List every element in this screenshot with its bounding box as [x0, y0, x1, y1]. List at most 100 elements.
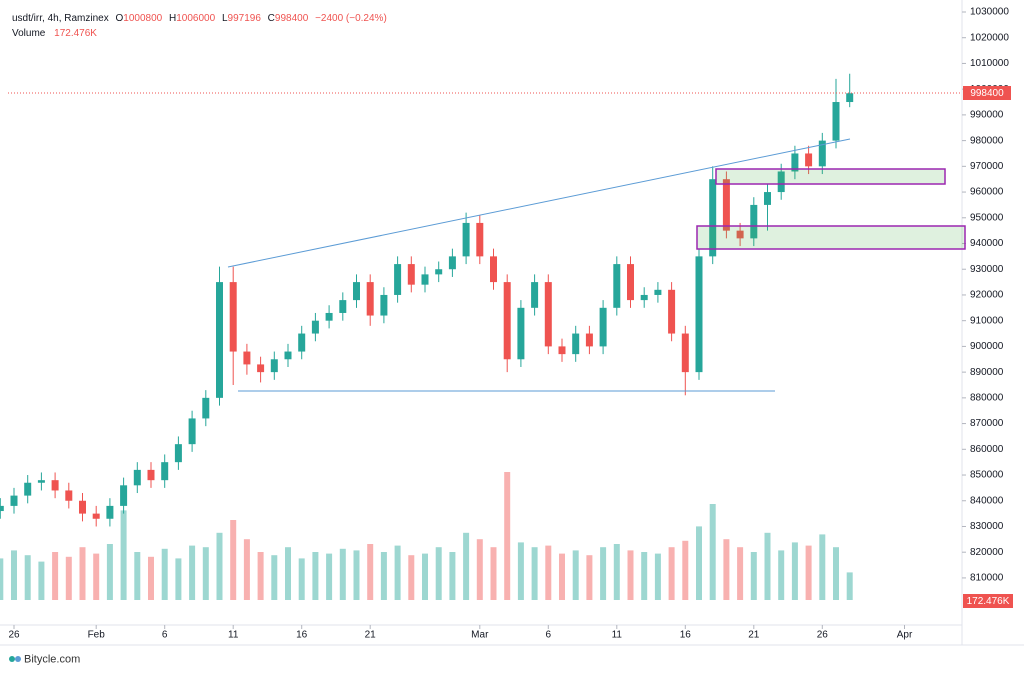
volume-bar [285, 547, 291, 600]
candle-body [709, 179, 717, 257]
volume-tag-label: 172.476K [967, 596, 1010, 607]
volume-bar [202, 547, 209, 600]
volume-bar [709, 504, 716, 600]
y-tick-label: 830000 [970, 521, 1004, 532]
volume-value: 172.476K [54, 28, 97, 39]
volume-bar [380, 552, 387, 600]
candle-body [0, 505, 4, 512]
symbol: usdt/irr, 4h, Ramzinex [12, 13, 109, 24]
low: 997196 [228, 13, 262, 24]
volume-bar [833, 547, 839, 600]
volume-bar [134, 552, 141, 600]
candle-body [37, 480, 45, 483]
volume-bar [490, 547, 497, 600]
candle-body [503, 282, 511, 360]
volume-bar [463, 532, 470, 600]
candle-body [681, 333, 689, 373]
candle-body [147, 469, 155, 481]
candle-body [284, 351, 292, 360]
volume-bar [778, 550, 785, 600]
volume-bar [600, 547, 607, 600]
volume-bar [161, 548, 168, 600]
candle-body [462, 222, 470, 257]
x-tick-label: 26 [8, 630, 20, 641]
volume-bar [764, 532, 771, 600]
candle-body [380, 294, 388, 316]
high: 1006000 [176, 13, 215, 24]
volume-bar [230, 520, 237, 600]
volume-bar [106, 544, 113, 600]
change: −2400 (−0.24%) [315, 13, 387, 24]
candle-body [325, 312, 333, 321]
plot: 810000 820000 830000 840000 850000 860000 8700… [0, 7, 1009, 641]
trend-line [227, 138, 851, 268]
y-tick-label: 820000 [970, 547, 1004, 558]
volume-bar [422, 553, 428, 600]
candle-body [394, 264, 402, 295]
volume-bar [339, 548, 346, 600]
candle-body [311, 320, 319, 334]
volume-bar [243, 539, 250, 600]
volume-bar [257, 552, 264, 600]
candle-body [846, 93, 854, 103]
candle-body [517, 307, 525, 360]
volume-bar [504, 472, 511, 600]
volume-bar [696, 526, 702, 600]
candle-body [722, 179, 730, 231]
volume-tag [963, 594, 1013, 608]
volume-bar [545, 545, 552, 600]
x-tick-label: Apr [897, 630, 913, 641]
price-tag-label: 998400 [970, 88, 1004, 99]
candle-body [243, 351, 251, 365]
volume-bar [517, 542, 524, 600]
x-tick-label: 21 [365, 630, 377, 641]
candle-body [544, 282, 552, 347]
volume-bar [216, 532, 223, 600]
volume-bar [367, 544, 374, 600]
candle-body [599, 307, 607, 347]
candle-body [640, 294, 648, 301]
volume-bar [38, 561, 45, 600]
candle-body [805, 153, 813, 167]
volume-bar [737, 547, 744, 600]
y-tick-label: 890000 [970, 367, 1004, 378]
y-tick-label: 870000 [970, 418, 1004, 429]
volume-bar [79, 547, 86, 600]
volume-bar [613, 544, 620, 600]
candle-body [668, 289, 676, 334]
ohlc-label: C [268, 13, 275, 24]
candle-body [120, 485, 128, 506]
volume-bar [791, 542, 798, 600]
volume-bar [93, 553, 100, 600]
candle-body [133, 469, 141, 486]
y-tick-label: 900000 [970, 341, 1004, 352]
candle-body [791, 153, 799, 172]
volume-bar [312, 552, 319, 600]
candle-body [750, 204, 758, 239]
y-tick-label: 910000 [970, 315, 1004, 326]
y-tick-label: 950000 [970, 212, 1004, 223]
volume-bar [0, 558, 4, 600]
ohlc-label: L [222, 13, 228, 24]
logo [9, 656, 21, 662]
volume-bar [682, 540, 689, 600]
candle-body [24, 482, 32, 496]
x-tick-label: 6 [546, 630, 552, 641]
y-tick-label: 860000 [970, 444, 1004, 455]
volume-bar [449, 552, 456, 600]
candle-body [106, 505, 114, 519]
ohlc-label: O [116, 13, 124, 24]
y-tick-label: 970000 [970, 161, 1004, 172]
candle-body [558, 346, 566, 355]
volume-bar [805, 545, 812, 600]
candle-body [257, 364, 265, 373]
volume-bar [120, 510, 127, 600]
ohlc-label: H [169, 13, 176, 24]
candle-body [92, 513, 100, 519]
y-tick-label: 990000 [970, 110, 1004, 121]
volume-bar [408, 555, 415, 600]
y-tick-label: 1010000 [970, 58, 1009, 69]
volume-bar [148, 556, 154, 600]
watermark: Bitycle.com [24, 653, 80, 665]
